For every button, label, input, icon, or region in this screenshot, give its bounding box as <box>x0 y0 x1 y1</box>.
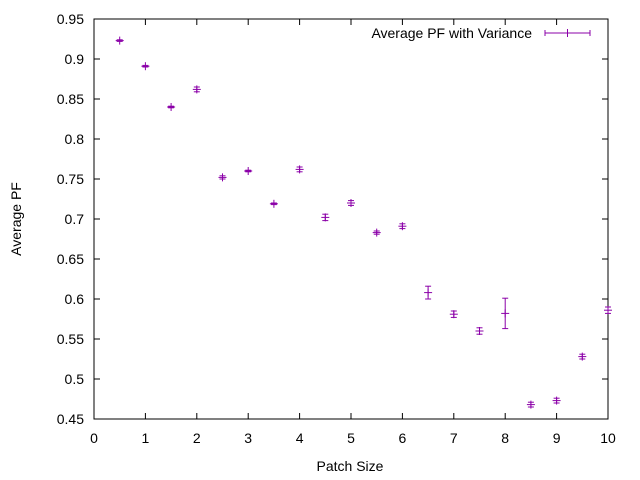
data-point <box>295 165 304 174</box>
x-tick-label: 6 <box>399 430 407 446</box>
y-tick-label: 0.75 <box>57 171 84 187</box>
x-tick-label: 2 <box>193 430 201 446</box>
data-point <box>526 400 535 409</box>
data-point <box>604 306 612 315</box>
x-axis-ticks: 0 1 2 3 4 5 6 7 8 9 10 <box>90 19 616 446</box>
plot-frame <box>93 18 609 420</box>
y-tick-label: 0.95 <box>57 11 84 27</box>
data-point <box>578 352 587 361</box>
legend-key <box>544 29 591 37</box>
y-tick-label: 0.8 <box>65 131 85 147</box>
x-tick-label: 9 <box>553 430 561 446</box>
x-tick-label: 1 <box>142 430 150 446</box>
y-tick-label: 0.6 <box>65 291 85 307</box>
data-points <box>115 36 612 409</box>
data-point <box>218 173 227 182</box>
y-tick-label: 0.45 <box>57 411 84 427</box>
y-axis-ticks: 0.45 0.5 0.55 0.6 0.65 0.7 0.75 0.8 0.85 0.9 0.95 <box>57 11 608 427</box>
x-tick-label: 10 <box>600 430 616 446</box>
y-tick-label: 0.7 <box>65 211 85 227</box>
x-tick-label: 3 <box>244 430 252 446</box>
data-point <box>552 396 561 405</box>
plot-border <box>93 18 609 420</box>
data-point <box>141 62 150 71</box>
data-point <box>269 199 278 208</box>
y-tick-label: 0.85 <box>57 91 84 107</box>
y-axis-label: Average PF <box>8 182 24 256</box>
y-tick-label: 0.9 <box>65 51 85 67</box>
y-tick-label: 0.5 <box>65 371 85 387</box>
data-point <box>475 327 484 335</box>
y-tick-label: 0.65 <box>57 251 84 267</box>
data-point <box>167 103 176 111</box>
x-tick-label: 8 <box>501 430 509 446</box>
data-point <box>192 85 201 94</box>
x-tick-label: 0 <box>90 430 98 446</box>
legend-label: Average PF with Variance <box>371 25 532 41</box>
x-tick-label: 7 <box>450 430 458 446</box>
data-point <box>115 36 124 45</box>
legend: Average PF with Variance <box>371 25 591 41</box>
y-tick-label: 0.55 <box>57 331 84 347</box>
data-point <box>372 228 381 237</box>
data-point <box>424 285 433 300</box>
x-tick-label: 4 <box>296 430 304 446</box>
x-tick-label: 5 <box>347 430 355 446</box>
x-axis-label: Patch Size <box>317 458 384 474</box>
data-point <box>449 310 458 319</box>
data-point <box>347 199 355 207</box>
data-point <box>398 222 407 231</box>
data-point <box>321 213 330 222</box>
data-point <box>501 297 510 330</box>
data-point <box>244 167 253 175</box>
